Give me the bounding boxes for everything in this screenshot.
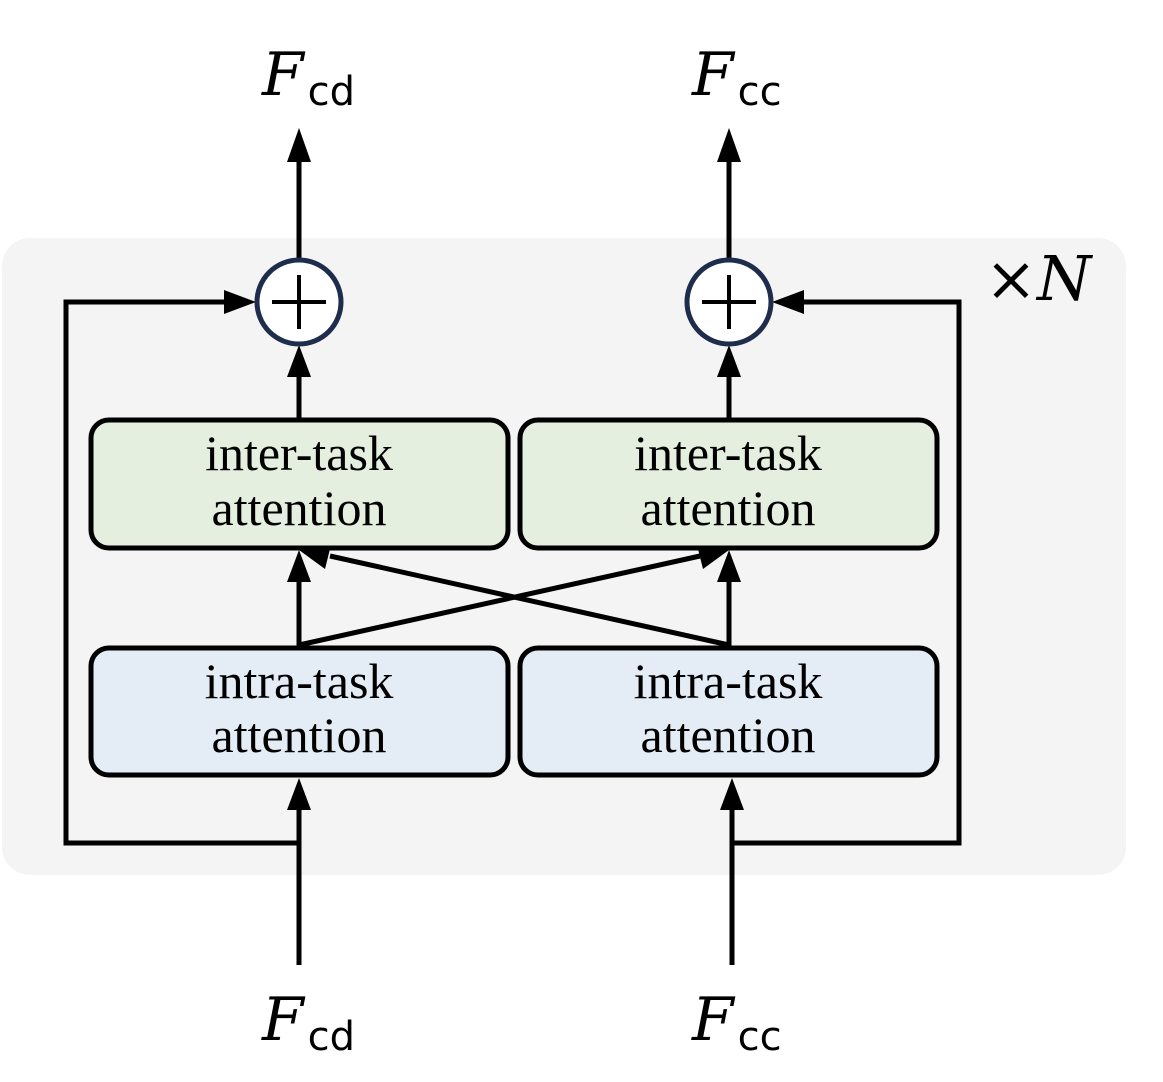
input-right-main: F [691,985,736,1055]
output-right-main: F [691,40,736,110]
arrow-residual-right [772,290,804,314]
adder-right [684,257,774,347]
box-line2: attention [212,480,387,536]
repeat-label: ×N [985,242,1094,315]
box-line2: attention [212,707,387,763]
cross-left-to-right [298,553,701,648]
inter-task-attention-left: inter-task attention [88,417,511,551]
box-line1: intra-task [634,653,823,709]
input-right-sub: cc [738,1014,782,1060]
arrow-input-right [720,778,744,810]
arrow-output-left [287,128,311,162]
input-left-sub: cd [308,1014,355,1060]
box-line1: inter-task [205,425,393,481]
output-left-main: F [261,40,306,110]
arrow-inter-right-in [717,550,741,582]
arrow-heads [224,128,804,810]
residual-left-path [63,299,299,846]
arrow-adder-left-in [287,345,311,377]
output-left-sub: cd [308,69,355,115]
inter-task-attention-right: inter-task attention [517,417,940,551]
residual-right-path [732,299,962,846]
repeat-n: N [1035,242,1094,315]
cross-right-to-left [329,553,730,648]
box-line1: intra-task [205,653,394,709]
box-line2: attention [641,707,816,763]
arrow-cross-to-right [697,545,729,569]
repeat-times: × [985,242,1037,315]
box-line1: inter-task [634,425,822,481]
arrow-residual-left [224,290,256,314]
arrow-inter-left-in [287,550,311,582]
arrow-adder-right-in [717,345,741,377]
arrow-cross-to-left [299,545,331,569]
adder-left [254,257,344,347]
output-right-sub: cc [738,69,782,115]
box-line2: attention [641,480,816,536]
intra-task-attention-left: intra-task attention [88,645,511,778]
arrow-input-left [287,778,311,810]
arrow-output-right [717,128,741,162]
connection-lines [63,160,962,965]
input-left-main: F [261,985,306,1055]
intra-task-attention-right: intra-task attention [517,645,940,778]
